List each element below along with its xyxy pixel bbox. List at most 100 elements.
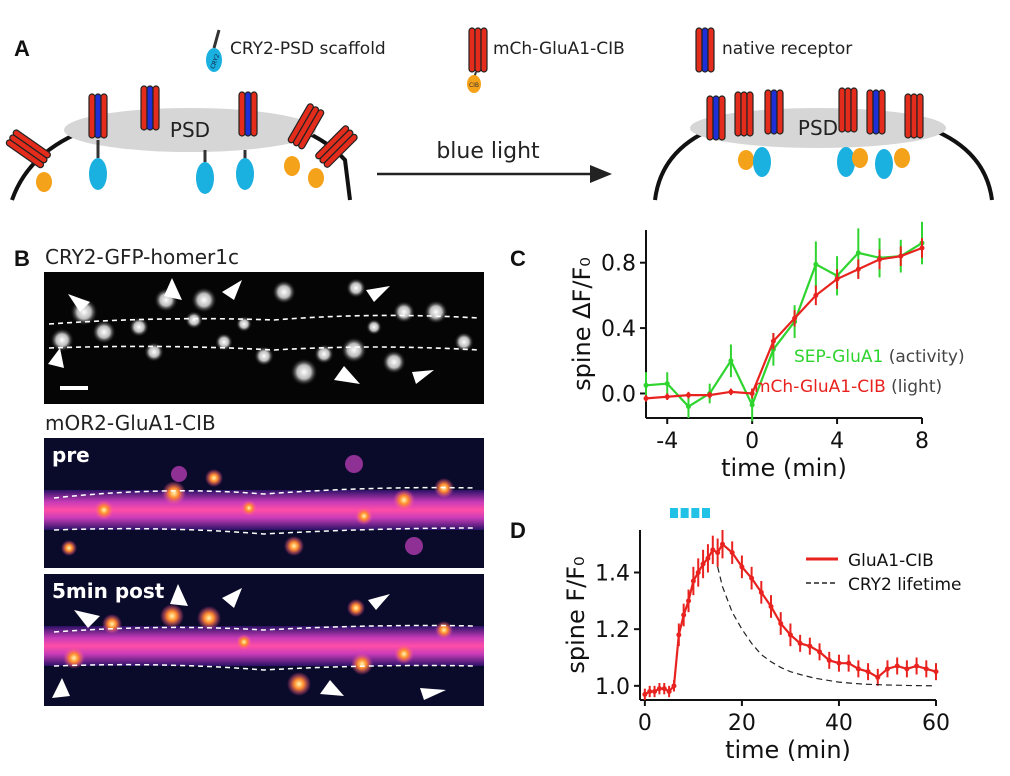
y-tick-label: 1.4 <box>595 562 630 587</box>
legend-scaffold: CRY2 CRY2-PSD scaffold <box>206 29 386 72</box>
data-point <box>855 266 861 272</box>
label-post: 5min post <box>52 579 165 603</box>
data-point <box>894 663 900 669</box>
arrow-label: blue light <box>436 139 540 164</box>
series-glua1-cib <box>642 530 939 700</box>
data-point <box>656 686 662 692</box>
x-axis-label: time (min) <box>721 454 847 482</box>
data-point <box>671 683 677 689</box>
data-point <box>770 338 776 344</box>
x-tick-label: 0 <box>638 711 652 736</box>
spine-before: PSD <box>4 85 359 201</box>
data-point <box>652 689 658 694</box>
data-point <box>749 390 755 396</box>
y-tick-label: 0.8 <box>601 252 636 277</box>
data-point <box>855 250 861 256</box>
data-point <box>875 674 881 680</box>
y-tick-label: 1.0 <box>595 675 630 700</box>
data-point <box>898 253 904 259</box>
data-point <box>836 660 842 666</box>
legend-label: mCh-GluA1-CIB (light) <box>754 377 942 397</box>
light-pulse <box>691 508 700 518</box>
data-point <box>647 689 653 694</box>
data-point <box>664 381 670 387</box>
legend-label: CRY2 lifetime <box>848 575 962 595</box>
series-mch-glua1-cib <box>643 238 925 402</box>
series-line <box>645 246 923 400</box>
data-point <box>813 292 819 298</box>
data-point <box>642 691 648 697</box>
x-axis-label: time (min) <box>725 736 851 764</box>
x-tick-label: 60 <box>922 711 950 736</box>
y-tick-label: 0.4 <box>601 317 636 342</box>
data-point <box>728 389 734 395</box>
data-point <box>666 689 672 694</box>
x-tick-label: 20 <box>728 711 756 736</box>
panel-letter-d: D <box>510 518 526 543</box>
light-pulse <box>701 508 710 518</box>
data-point <box>933 669 939 675</box>
x-tick-label: 8 <box>915 429 929 454</box>
data-point <box>834 276 840 282</box>
data-point <box>719 541 725 547</box>
data-point <box>787 632 793 638</box>
data-point <box>877 256 883 262</box>
cry2-tag: CRY2 <box>209 53 221 70</box>
data-point <box>729 550 735 556</box>
data-point <box>707 392 713 398</box>
legend-scaffold-label: CRY2-PSD scaffold <box>230 39 386 59</box>
data-point <box>728 358 734 364</box>
legend-mch: CIB mCh-GluA1-CIB <box>467 27 625 93</box>
spine-after: PSD <box>653 87 994 201</box>
data-point <box>695 570 701 575</box>
blue-light-arrow: blue light <box>377 139 612 183</box>
data-point <box>686 598 692 604</box>
data-point <box>797 640 803 646</box>
data-point <box>923 666 929 672</box>
data-point <box>685 404 691 410</box>
data-point <box>846 660 852 666</box>
data-point <box>914 663 920 669</box>
legend-label: SEP-GluA1 (activity) <box>794 347 965 367</box>
x-tick-label: 0 <box>745 429 759 454</box>
series-sep-glua1 <box>643 221 925 422</box>
chart-c: -4 0 4 8 0.0 0.4 0.8 time (min) spine ΔF/F₀ SEP-G… <box>568 221 965 482</box>
data-point <box>749 575 755 581</box>
y-axis-label: spine ΔF/F₀ <box>568 257 596 391</box>
data-point <box>690 578 696 584</box>
data-point <box>664 394 670 400</box>
x-tick-label: -4 <box>656 429 678 454</box>
data-point <box>884 666 890 672</box>
data-point <box>758 589 764 595</box>
light-pulse <box>669 508 678 518</box>
legend-label: GluA1-CIB <box>848 551 934 571</box>
image-homer <box>44 272 484 404</box>
y-axis-label: spine F/F₀ <box>562 556 590 673</box>
image-pre: pre <box>44 438 484 568</box>
x-tick-label: 4 <box>830 429 844 454</box>
image-post: 5min post <box>44 574 484 706</box>
data-point <box>661 686 667 692</box>
data-point <box>768 604 774 609</box>
panel-letter-c: C <box>510 246 526 271</box>
data-point <box>865 669 871 675</box>
data-point <box>813 261 819 267</box>
data-point <box>676 632 682 638</box>
data-point <box>749 402 755 408</box>
data-point <box>807 643 813 649</box>
data-point <box>919 245 925 251</box>
data-point <box>792 315 798 321</box>
data-point <box>826 657 832 663</box>
panel-letter-b: B <box>14 246 30 271</box>
data-point <box>904 666 910 672</box>
light-pulse <box>680 508 689 518</box>
x-tick-label: 40 <box>825 711 853 736</box>
series-line <box>645 242 923 408</box>
y-tick-label: 0.0 <box>601 382 636 407</box>
data-point <box>643 382 649 388</box>
title-homer: CRY2-GFP-homer1c <box>45 245 239 269</box>
data-point <box>778 621 784 626</box>
data-point <box>715 550 721 556</box>
data-point <box>681 612 687 618</box>
panel-letter-a: A <box>14 36 30 61</box>
